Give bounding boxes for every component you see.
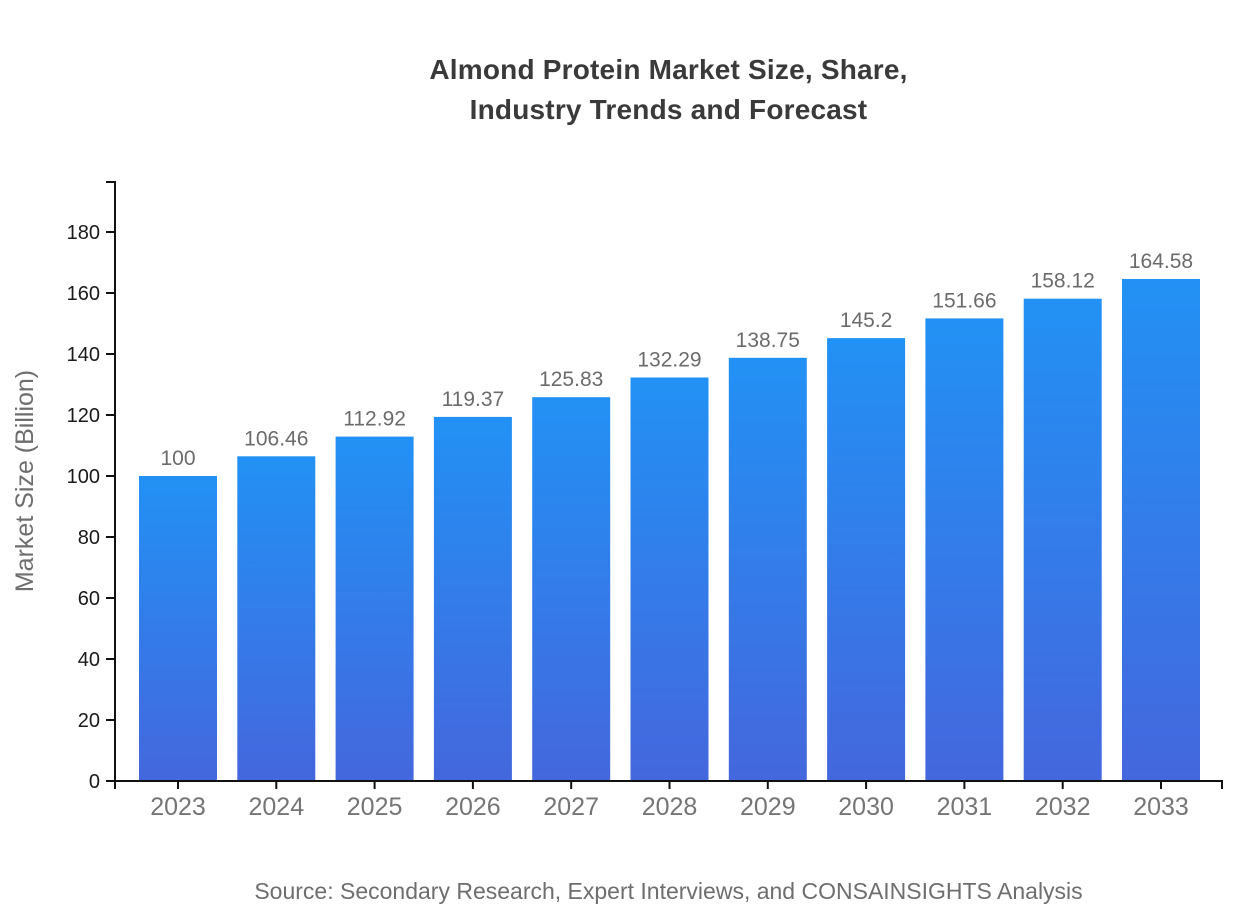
chart-title-line1: Almond Protein Market Size, Share,	[429, 54, 908, 85]
x-tick-label: 2028	[642, 793, 698, 821]
x-tick-label: 2026	[445, 793, 501, 821]
bar-2028	[630, 377, 709, 781]
bar-2026	[433, 416, 512, 781]
bar-value-label: 125.83	[539, 368, 603, 391]
chart-title-line2: Industry Trends and Forecast	[469, 94, 868, 125]
bar-value-label: 158.12	[1031, 270, 1095, 293]
y-tick-label: 20	[78, 710, 100, 732]
y-tick-label: 60	[78, 588, 100, 610]
x-tick-label: 2027	[543, 793, 599, 821]
bar-value-label: 106.46	[244, 427, 308, 450]
bar-value-label: 112.92	[343, 408, 406, 431]
x-tick-label: 2023	[150, 793, 206, 821]
bar-value-label: 119.37	[442, 388, 505, 411]
bar-2031	[925, 318, 1004, 781]
bar-2030	[827, 338, 906, 781]
x-tick-label: 2033	[1133, 793, 1189, 821]
y-tick-label: 0	[89, 771, 100, 793]
chart-title: Almond Protein Market Size, Share, Indus…	[115, 50, 1222, 130]
bar-value-label: 132.29	[637, 349, 701, 372]
bar-2029	[728, 357, 807, 781]
bar-value-label: 164.58	[1129, 250, 1193, 273]
x-tick-label: 2024	[248, 793, 304, 821]
x-tick-label: 2031	[937, 793, 993, 821]
x-tick-label: 2030	[838, 793, 894, 821]
x-tick-label: 2025	[347, 793, 403, 821]
y-tick-label: 40	[78, 649, 100, 671]
bar-2025	[335, 436, 414, 781]
y-tick-label: 100	[67, 466, 100, 488]
bar-value-label: 145.2	[840, 309, 893, 332]
bar-2033	[1122, 279, 1200, 781]
bar-2032	[1023, 298, 1102, 781]
y-axis-title: Market Size (Billion)	[11, 370, 39, 592]
bar-2023	[139, 476, 217, 781]
x-tick-label: 2032	[1035, 793, 1091, 821]
y-tick-label: 180	[67, 222, 100, 244]
bar-value-label: 151.66	[932, 289, 996, 312]
x-axis	[115, 780, 1223, 789]
y-tick-label: 160	[67, 283, 100, 305]
bar-value-label: 138.75	[736, 329, 800, 352]
bar-2024	[237, 456, 316, 781]
y-tick-label: 140	[67, 344, 100, 366]
bar-value-label: 100	[160, 447, 195, 470]
source-caption: Source: Secondary Research, Expert Inter…	[254, 878, 1083, 904]
y-axis	[106, 181, 116, 789]
x-tick-label: 2029	[740, 793, 796, 821]
y-tick-label: 80	[78, 527, 100, 549]
y-tick-label: 120	[67, 405, 100, 427]
bar-2027	[532, 397, 611, 781]
